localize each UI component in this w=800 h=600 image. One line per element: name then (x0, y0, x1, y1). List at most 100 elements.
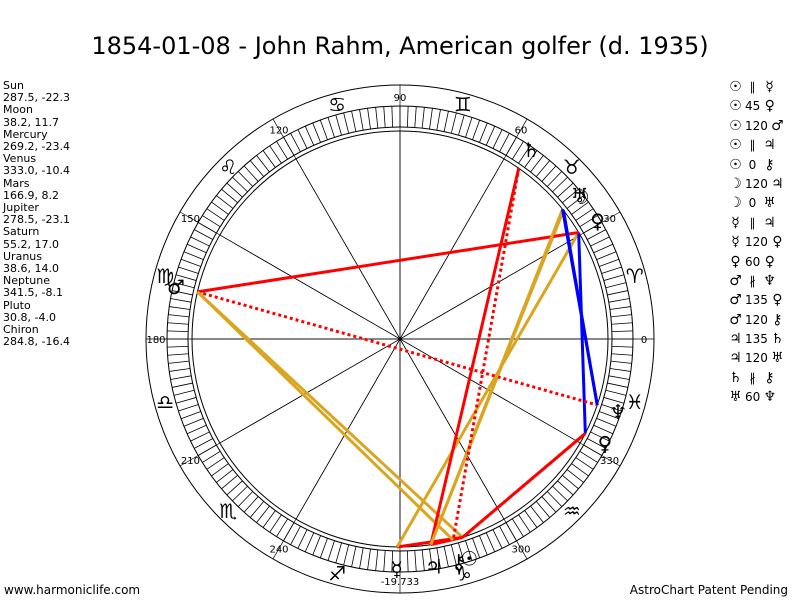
degree-tick (391, 106, 394, 128)
degree-tick (575, 208, 594, 221)
degree-tick (603, 397, 625, 404)
patent-footer: AstroChart Patent Pending (629, 583, 788, 597)
degree-tick (216, 195, 234, 209)
degree-tick (421, 549, 425, 571)
planet-glyph: ♂ (167, 275, 185, 299)
chart-title: 1854-01-08 - John Rahm, American golfer … (91, 32, 709, 60)
degree-tick (167, 322, 189, 325)
aspect-row: ☿ ∥ ♃ (728, 214, 785, 233)
degree-tick (327, 540, 335, 561)
aspect-symbol: 0 (748, 157, 757, 172)
degree-tick (429, 548, 433, 570)
aspect-row: ♀ 60 ♀ (728, 253, 785, 272)
aspect-planet-glyph: ☿ (731, 214, 740, 231)
degree-tick (601, 266, 622, 274)
aspect-planet-glyph: ♀ (764, 253, 775, 270)
degree-tick (194, 229, 214, 240)
degree-tick (552, 485, 568, 502)
degree-tick (167, 330, 189, 333)
house-spoke-outer (579, 442, 621, 467)
degree-tick (190, 236, 210, 247)
house-spoke-outer (579, 211, 621, 236)
planet-name: Chiron (3, 323, 39, 337)
degree-tick (479, 535, 488, 556)
aspect-planet-glyph: ♂ (729, 292, 742, 309)
degree-tick (375, 107, 379, 129)
website-footer: www.harmoniclife.com (4, 583, 141, 597)
degree-tick (552, 176, 568, 193)
aspect-line (429, 167, 521, 546)
aspect-line (196, 290, 455, 542)
aspect-planet-glyph: ♅ (771, 350, 784, 367)
aspect-planet-glyph: ☽ (729, 175, 742, 192)
degree-tick (590, 236, 610, 247)
degree-tick (367, 108, 371, 130)
zodiac-sign-glyph: ♎ (156, 390, 174, 414)
degree-tick (256, 155, 270, 173)
degree-tick (175, 397, 197, 404)
degree-tick (343, 112, 350, 134)
aspect-planet-glyph: ⚷ (764, 369, 775, 386)
degree-tick (359, 109, 364, 131)
aspect-line (451, 167, 521, 541)
degree-tick (610, 360, 632, 364)
aspect-list: ☉ ∥ ☿ ☉ 45 ♀ ☉ 120 ♂ ☉ ∥ ♃ ☉ 0 ⚷ ☽ 120 ♃ ☽ 0 ♅ ☿ ∥ ♃ ☿ 120 ♀ ♀ 60 ♀ ♂ ∦… (728, 78, 785, 408)
degree-tick (343, 544, 350, 566)
house-spoke-outer (179, 211, 221, 236)
aspect-planet-glyph: ♃ (763, 137, 776, 154)
degree-tick (173, 389, 195, 396)
degree-tick (221, 474, 238, 490)
degree-tick (211, 201, 229, 215)
degree-tick (436, 547, 441, 569)
degree-tick (262, 150, 276, 168)
degree-tick (603, 274, 625, 281)
degree-tick (167, 345, 189, 348)
degree-tick (173, 282, 195, 289)
aspect-line (430, 535, 463, 547)
degree-tick (608, 375, 630, 380)
degree-tick (202, 451, 221, 463)
degree-tick (599, 258, 620, 267)
degree-tick (269, 514, 282, 533)
zodiac-sign-glyph: ♉ (563, 155, 581, 179)
degree-tick (485, 125, 496, 146)
degree-tick (535, 501, 551, 518)
planet-coordinates: 166.9, 8.2 (3, 188, 59, 202)
zodiac-sign-glyph: ♍ (156, 264, 174, 288)
planet-glyph: ☉ (460, 546, 478, 570)
degree-tick (557, 182, 574, 198)
planet-coordinates: 278.5, -23.1 (3, 213, 70, 227)
aspect-planet-glyph: ☉ (729, 117, 742, 134)
planet-coordinates: 287.5, -22.3 (3, 91, 70, 105)
planet-glyph: ♀ (590, 209, 605, 233)
degree-tick (562, 474, 579, 490)
aspect-planet-glyph: ☿ (731, 234, 740, 251)
degree-tick (429, 108, 433, 130)
degree-tick (312, 535, 321, 556)
degree-tick (221, 188, 238, 204)
aspect-symbol: 120 (745, 312, 768, 327)
degree-tick (586, 229, 606, 240)
degree-tick (566, 469, 584, 483)
aspect-planet-glyph: ⚷ (772, 311, 783, 328)
aspect-row: ☽ 120 ♃ (728, 175, 785, 194)
degree-tick (571, 201, 589, 215)
aspect-row: ☉ ∥ ☿ (728, 78, 785, 97)
aspect-planet-glyph: ♀ (764, 98, 775, 115)
degree-tick (485, 532, 496, 553)
aspect-planet-glyph: ♀ (772, 234, 783, 251)
degree-tick (465, 540, 473, 561)
degree-tick (611, 322, 633, 325)
degree-tick (297, 129, 308, 149)
aspect-row: ♂ 120 ⚷ (728, 311, 785, 330)
planet-glyph: ☿ (391, 557, 403, 581)
degree-tick (541, 165, 557, 182)
degree-tick (290, 133, 301, 153)
aspect-line (429, 208, 564, 546)
degree-label: 90 (394, 93, 407, 104)
zodiac-sign-glyph: ♋ (328, 92, 346, 116)
degree-tick (290, 525, 301, 545)
planet-glyph: ☽ (572, 185, 590, 209)
degree-tick (304, 125, 315, 146)
